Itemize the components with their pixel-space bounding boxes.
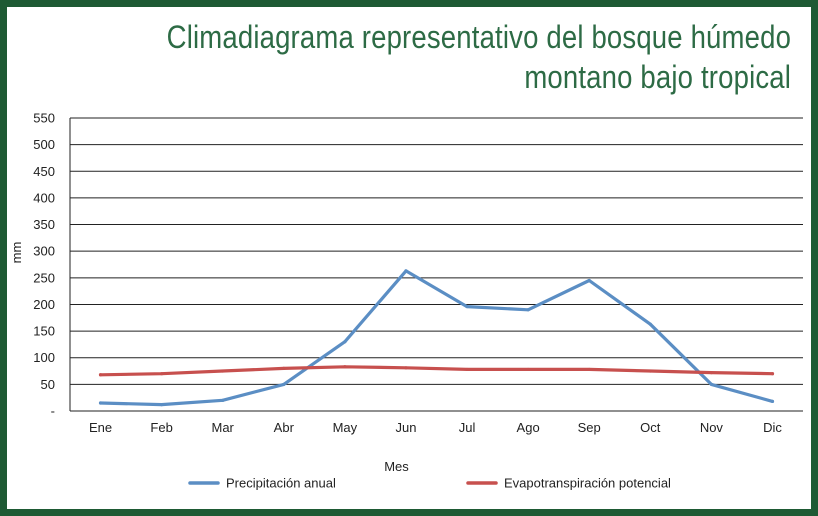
series-line-2 bbox=[98, 365, 775, 377]
data-point bbox=[404, 366, 408, 370]
x-tick-label: Nov bbox=[700, 420, 724, 435]
y-tick-label: - bbox=[51, 404, 55, 419]
data-point bbox=[587, 367, 591, 372]
legend-label-2: Evapotranspiración potencial bbox=[504, 476, 671, 491]
y-tick-label: 300 bbox=[33, 244, 55, 259]
data-point bbox=[343, 365, 347, 369]
data-point bbox=[648, 322, 652, 326]
x-tick-label: May bbox=[333, 420, 358, 435]
data-point bbox=[770, 372, 775, 376]
x-tick-label: Dic bbox=[763, 420, 782, 435]
data-point bbox=[221, 369, 225, 373]
data-point bbox=[221, 398, 225, 402]
data-point bbox=[404, 269, 408, 273]
y-tick-label: 350 bbox=[33, 217, 55, 232]
data-point bbox=[98, 373, 103, 377]
data-point bbox=[282, 366, 286, 370]
data-point bbox=[709, 371, 713, 375]
data-point bbox=[282, 382, 286, 386]
y-tick-label: 450 bbox=[33, 164, 55, 179]
data-point bbox=[648, 369, 652, 373]
y-tick-label: 400 bbox=[33, 190, 55, 205]
data-point bbox=[465, 367, 469, 372]
x-tick-label: Feb bbox=[150, 420, 172, 435]
x-tick-label: Sep bbox=[578, 420, 601, 435]
data-point bbox=[709, 382, 713, 386]
x-tick-label: Ene bbox=[89, 420, 112, 435]
y-tick-label: 550 bbox=[33, 111, 55, 126]
x-tick-label: Jun bbox=[395, 420, 416, 435]
data-point bbox=[98, 401, 103, 405]
x-tick-label: Jul bbox=[459, 420, 476, 435]
data-point bbox=[160, 403, 164, 407]
data-point bbox=[526, 308, 530, 312]
x-axis-label: Mes bbox=[384, 459, 409, 474]
chart-title-line-2: montano bajo tropical bbox=[524, 59, 791, 95]
x-tick-label: Abr bbox=[274, 420, 295, 435]
chart-title: Climadiagrama representativo del bosque … bbox=[167, 17, 791, 97]
x-tick-label: Oct bbox=[640, 420, 661, 435]
data-point bbox=[587, 278, 591, 283]
data-point bbox=[770, 399, 775, 404]
x-tick-label: Ago bbox=[517, 420, 540, 435]
x-tick-label: Mar bbox=[212, 420, 235, 435]
data-point bbox=[343, 340, 347, 344]
chart-title-line-1: Climadiagrama representativo del bosque … bbox=[166, 19, 791, 55]
chart-frame: Climadiagrama representativo del bosque … bbox=[7, 7, 811, 509]
y-tick-label: 50 bbox=[41, 377, 55, 392]
legend-label-1: Precipitación anual bbox=[226, 476, 336, 491]
y-axis-label: mm bbox=[9, 242, 24, 264]
y-tick-label: 100 bbox=[33, 350, 55, 365]
y-tick-label: 250 bbox=[33, 270, 55, 285]
data-point bbox=[526, 367, 530, 372]
y-tick-label: 150 bbox=[33, 324, 55, 339]
data-point bbox=[465, 304, 469, 309]
y-tick-label: 500 bbox=[33, 137, 55, 152]
series-line-1 bbox=[98, 269, 775, 407]
data-point bbox=[160, 372, 164, 376]
y-tick-label: 200 bbox=[33, 297, 55, 312]
